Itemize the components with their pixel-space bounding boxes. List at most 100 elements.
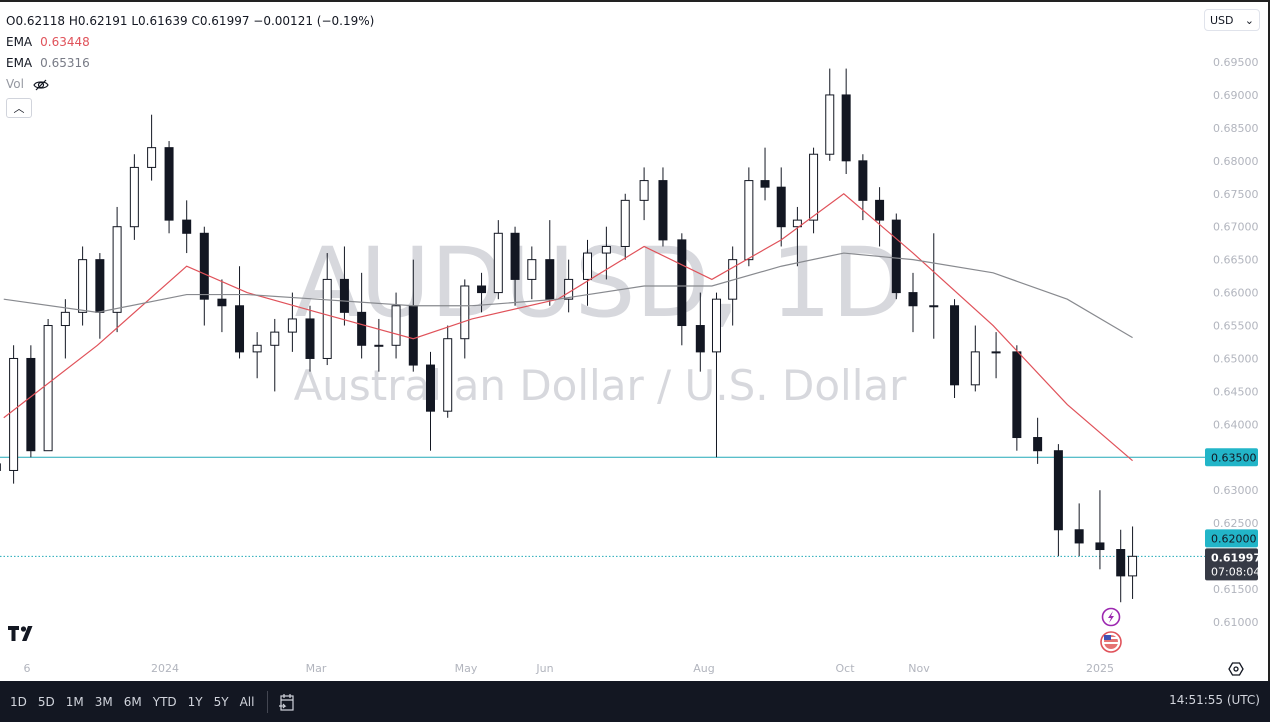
candle-up: [9, 357, 19, 471]
range-ytd[interactable]: YTD: [152, 694, 177, 709]
alert-price-label-bg: [1205, 529, 1258, 548]
candle-up: [583, 252, 593, 280]
collapse-legend-button[interactable]: ︿: [6, 98, 32, 118]
ema2-legend[interactable]: EMA 0.65316: [6, 53, 374, 74]
watermark-symbol: AUDUSD, 1D: [294, 227, 905, 339]
candle-down: [1074, 529, 1084, 544]
candle-up: [78, 259, 88, 313]
range-5y[interactable]: 5Y: [213, 694, 229, 709]
candle-down: [1116, 549, 1126, 577]
y-tick-label: 0.61500: [1213, 583, 1259, 596]
y-tick-label: 0.61000: [1213, 616, 1259, 629]
ema1-label: EMA: [6, 35, 33, 49]
candle-up: [639, 180, 649, 201]
candle-down: [305, 318, 315, 359]
candle-up: [322, 278, 332, 359]
candle-up: [374, 344, 384, 347]
y-tick-label: 0.68500: [1213, 122, 1259, 135]
alert-price-label: 0.62000: [1211, 532, 1257, 545]
x-tick-label: Aug: [693, 662, 714, 675]
y-tick-label: 0.68000: [1213, 155, 1259, 168]
y-tick-label: 0.64000: [1213, 418, 1259, 431]
eye-off-icon[interactable]: [32, 78, 50, 92]
range-5d[interactable]: 5D: [37, 694, 55, 709]
currency-select[interactable]: USD ⌄: [1204, 9, 1260, 31]
candle-up: [825, 94, 835, 155]
range-1m[interactable]: 1M: [65, 694, 84, 709]
x-tick-label: May: [455, 662, 478, 675]
candle-down: [199, 232, 209, 300]
last-price-label-bg: [1205, 548, 1258, 581]
candle-down: [658, 180, 668, 241]
candle-down: [875, 199, 885, 221]
candle-up: [744, 180, 754, 261]
candle-down: [1033, 437, 1043, 452]
range-6m[interactable]: 6M: [123, 694, 142, 709]
candle-up: [493, 232, 503, 294]
x-tick-label: Oct: [835, 662, 855, 675]
candle-down: [95, 259, 105, 313]
go-to-date-icon[interactable]: [278, 692, 296, 712]
time-axis-settings-icon[interactable]: [1228, 662, 1244, 676]
candle-down: [1012, 351, 1022, 439]
ema2-label: EMA: [6, 56, 33, 70]
horizontal-line-price-label-bg: [1205, 448, 1258, 467]
x-tick-label: 2024: [151, 662, 179, 675]
range-3m[interactable]: 3M: [94, 694, 113, 709]
y-tick-label: 0.69000: [1213, 89, 1259, 102]
y-tick-label: 0.62500: [1213, 517, 1259, 530]
bottom-toolbar: 1D 5D 1M 3M 6M YTD 1Y 5Y All 14:51:55 (U…: [0, 681, 1270, 722]
range-1y[interactable]: 1Y: [187, 694, 203, 709]
y-tick-label: 0.65500: [1213, 320, 1259, 333]
x-tick-label: 6: [24, 662, 31, 675]
candle-down: [776, 186, 786, 228]
y-tick-label: 0.64500: [1213, 385, 1259, 398]
ema2-value: 0.65316: [40, 56, 90, 70]
candle-up: [60, 311, 70, 327]
candle-up: [129, 166, 139, 228]
candle-down: [1053, 450, 1063, 531]
price-chart[interactable]: AUDUSD, 1D Australian Dollar / U.S. Doll…: [0, 2, 1268, 681]
candle-down: [1095, 542, 1105, 551]
candle-up: [460, 285, 470, 340]
toolbar-divider: [267, 690, 269, 713]
chevron-up-icon: ︿: [13, 101, 25, 115]
candle-down: [217, 298, 227, 307]
economic-event-lightning-icon[interactable]: [1101, 607, 1121, 627]
x-tick-label: Mar: [306, 662, 327, 675]
candle-down: [858, 160, 868, 201]
candle-down: [950, 305, 960, 386]
candle-up: [252, 344, 262, 353]
candle-up: [43, 325, 53, 452]
candle-down: [26, 357, 36, 452]
us-flag-event-icon[interactable]: [1100, 631, 1122, 653]
bar-countdown: 07:08:04: [1211, 565, 1260, 578]
y-tick-label: 0.65000: [1213, 352, 1259, 365]
utc-clock[interactable]: 14:51:55 (UTC): [1169, 693, 1260, 707]
tradingview-logo[interactable]: [8, 626, 33, 641]
candle-down: [510, 232, 520, 280]
chart-legend: O0.62118 H0.62191 L0.61639 C0.61997 −0.0…: [6, 11, 374, 118]
candle-down: [182, 219, 192, 234]
last-price-label: 0.61997: [1211, 551, 1261, 564]
candle-down: [357, 311, 367, 346]
candle-down: [545, 259, 555, 300]
candle-down: [891, 219, 901, 294]
range-1d[interactable]: 1D: [10, 694, 27, 709]
candle-down: [339, 278, 349, 313]
volume-legend[interactable]: Vol: [6, 74, 374, 95]
candle-down: [477, 285, 487, 294]
candle-down: [908, 292, 918, 307]
ema1-legend[interactable]: EMA 0.63448: [6, 32, 374, 53]
currency-value: USD: [1210, 13, 1234, 27]
candle-down: [164, 147, 174, 221]
candle-up: [929, 305, 939, 308]
chart-area[interactable]: AUDUSD, 1D Australian Dollar / U.S. Doll…: [0, 0, 1270, 681]
range-all[interactable]: All: [239, 694, 255, 709]
ema1-value: 0.63448: [40, 35, 90, 49]
candle-down: [695, 325, 705, 353]
ema2-line: [3, 252, 1133, 339]
y-tick-label: 0.63000: [1213, 484, 1259, 497]
y-tick-label: 0.66500: [1213, 254, 1259, 267]
candle-down: [760, 180, 770, 188]
